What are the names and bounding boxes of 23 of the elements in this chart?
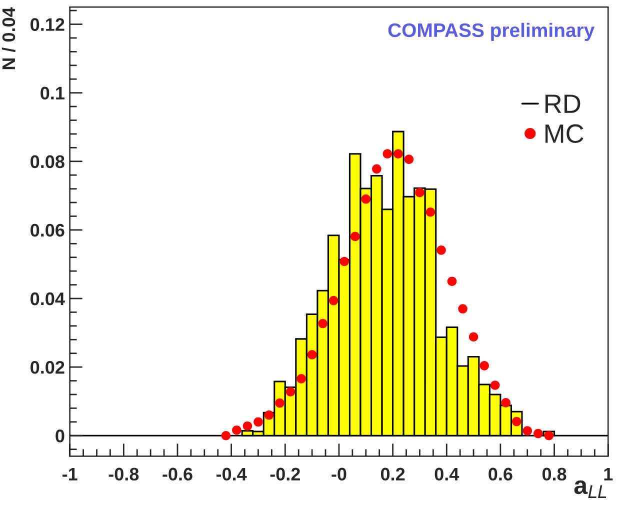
legend-label: RD — [545, 94, 580, 113]
x-tick-label: -0 — [332, 468, 346, 481]
x-tick-label: -0.4 — [216, 468, 247, 481]
x-tick-label: 1 — [604, 468, 613, 480]
y-tick-label: 0 — [56, 430, 64, 442]
x-tick-label: 0.6 — [488, 468, 512, 481]
x-tick-label: -0.6 — [162, 468, 192, 481]
x-tick-label: -0.8 — [108, 468, 139, 481]
legend-label: MC — [545, 124, 584, 143]
x-tick-label: 0.8 — [542, 468, 566, 481]
y-tick-label: 0.12 — [30, 18, 64, 31]
y-tick-label: 0.08 — [30, 155, 64, 168]
y-tick-label: 0.04 — [30, 292, 65, 306]
x-tick-label: -0.2 — [270, 468, 300, 481]
x-tick-label: 0.4 — [434, 468, 460, 481]
y-tick-label: 0.02 — [30, 360, 64, 374]
x-axis-title: a$_{LL}$ — [574, 480, 606, 498]
x-tick-label: 0.2 — [380, 468, 405, 481]
y-axis-title: N / 0.04 — [2, 7, 16, 70]
y-tick-label: 0.06 — [30, 224, 64, 237]
y-tick-label: 0.1 — [40, 86, 64, 100]
annotation: COMPASS preliminary — [388, 22, 595, 41]
x-tick-label: -1 — [62, 468, 78, 480]
